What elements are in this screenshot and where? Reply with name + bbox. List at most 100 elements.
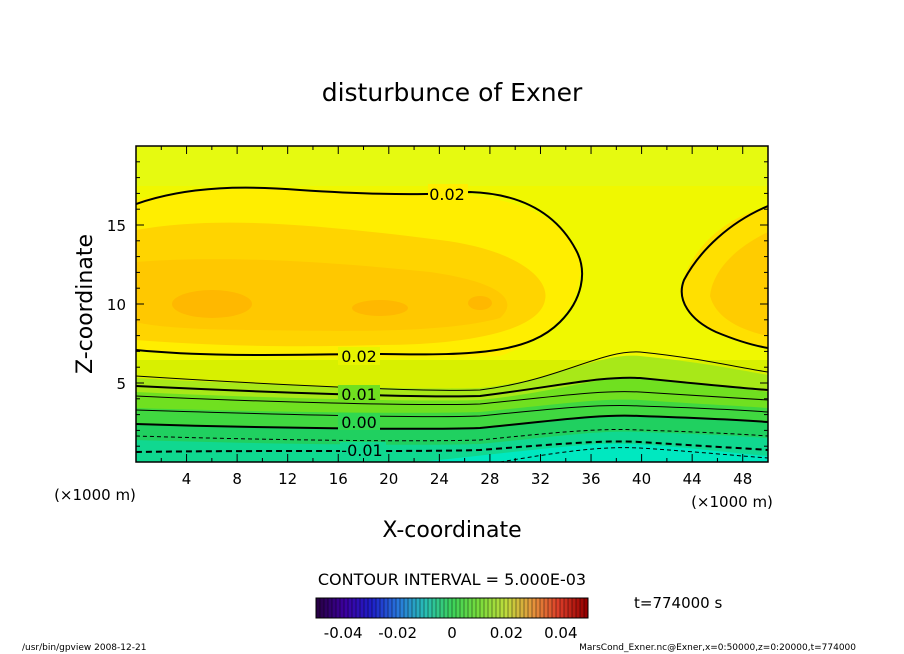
colorbar-cell (428, 598, 432, 618)
colorbar-cell (500, 598, 504, 618)
colorbar-cell (584, 598, 588, 618)
colorbar-cell (476, 598, 480, 618)
label-bg (338, 413, 380, 430)
x-tick-label: 36 (581, 470, 600, 488)
colorbar-cell (416, 598, 420, 618)
contour-neg-a (136, 428, 768, 442)
colorbar-cell (488, 598, 492, 618)
blob-3 (468, 296, 492, 310)
colorbar-cell (324, 598, 328, 618)
colorbar-cell (568, 598, 572, 618)
colorbar-tick-label: -0.04 (324, 624, 363, 642)
contour-labels: 0.02 0.02 0.01 0.00 -0.01 (338, 184, 468, 460)
contour-label-2: 0.02 (341, 347, 377, 366)
x-unit-right: (×1000 m) (691, 493, 773, 511)
x-tick-label: 16 (329, 470, 348, 488)
colorbar-cell (452, 598, 456, 618)
colorbar-cell (444, 598, 448, 618)
band-upper (136, 146, 768, 186)
colorbar-cell (352, 598, 356, 618)
band-orange-right (710, 232, 768, 336)
chart-title: disturbunce of Exner (322, 78, 583, 107)
contour-neg-b (499, 447, 768, 462)
x-tick-label: 48 (733, 470, 752, 488)
contour-neg-0.01 (136, 440, 768, 453)
colorbar-cell (400, 598, 404, 618)
colorbar-cell (344, 598, 348, 618)
blob-1 (172, 290, 252, 318)
colorbar-cell (564, 598, 568, 618)
colorbar-cell (520, 598, 524, 618)
x-tick-label: 44 (683, 470, 702, 488)
colorbar-cell (548, 598, 552, 618)
colorbar-cell (496, 598, 500, 618)
colorbar-cell (512, 598, 516, 618)
colorbar-cell (376, 598, 380, 618)
blob-2 (352, 300, 408, 316)
colorbar-cell (560, 598, 564, 618)
y-tick-label: 10 (107, 296, 126, 314)
colorbar-tick-label: 0.02 (490, 624, 523, 642)
colorbar-tick-label: 0 (447, 624, 457, 642)
colorbar-cell (420, 598, 424, 618)
contour-0.01 (136, 391, 768, 406)
colorbar-cell (532, 598, 536, 618)
colorbar-cell (360, 598, 364, 618)
colorbar-cell (536, 598, 540, 618)
y-tick-label: 15 (107, 217, 126, 235)
contour-plot (136, 146, 768, 462)
colorbar-cell (348, 598, 352, 618)
colorbar-cell (436, 598, 440, 618)
colorbar-cell (368, 598, 372, 618)
colorbar-cell (408, 598, 412, 618)
colorbar-cell (576, 598, 580, 618)
x-axis-label: X-coordinate (382, 518, 521, 543)
colorbar-cell (340, 598, 344, 618)
colorbar-cell (464, 598, 468, 618)
label-bg (340, 442, 386, 459)
x-tick-label: 4 (182, 470, 192, 488)
colorbar-cell (572, 598, 576, 618)
x-tick-label: 12 (278, 470, 297, 488)
colorbar-cell (364, 598, 368, 618)
colorbar-cell (356, 598, 360, 618)
x-tick-label: 28 (480, 470, 499, 488)
contour-label-1: 0.02 (429, 185, 465, 204)
x-tick-label: 24 (430, 470, 449, 488)
colorbar-tick-label: 0.04 (544, 624, 577, 642)
y-axis: 5 10 15 (107, 145, 768, 463)
colorbar-cell (332, 598, 336, 618)
colorbar-cell (404, 598, 408, 618)
colorbar-frame (315, 597, 589, 619)
colorbar-cell (580, 598, 584, 618)
colorbar-cell (384, 598, 388, 618)
y-axis-label: Z-coordinate (73, 234, 98, 374)
colorbar-cell (480, 598, 484, 618)
colorbar-cell (380, 598, 384, 618)
colorbar-cell (540, 598, 544, 618)
x-tick-label: 32 (531, 470, 550, 488)
colorbar-cell (468, 598, 472, 618)
contour-label-4: 0.00 (341, 413, 377, 432)
colorbar-cell (544, 598, 548, 618)
colorbar-cell (412, 598, 416, 618)
colorbar-cell (328, 598, 332, 618)
colorbar-cell (524, 598, 528, 618)
x-tick-label: 40 (632, 470, 651, 488)
label-bg (428, 184, 468, 202)
contour-0.02-right (680, 205, 768, 349)
colorbar-cell (556, 598, 560, 618)
colorbar-cell (504, 598, 508, 618)
label-bg (338, 347, 380, 365)
colorbar-cell (392, 598, 396, 618)
colorbar-cell (316, 598, 320, 618)
footer-right: MarsCond_Exner.nc@Exner,x=0:50000,z=0:20… (579, 643, 856, 653)
colorbar-cell (448, 598, 452, 618)
colorbar-cell (424, 598, 428, 618)
colorbar-cell (372, 598, 376, 618)
label-bg (338, 385, 380, 402)
contour-0.00 (136, 414, 768, 430)
x-axis: 4 8 12 16 20 24 28 32 36 40 44 48 (135, 146, 769, 488)
colorbar-cell (388, 598, 392, 618)
